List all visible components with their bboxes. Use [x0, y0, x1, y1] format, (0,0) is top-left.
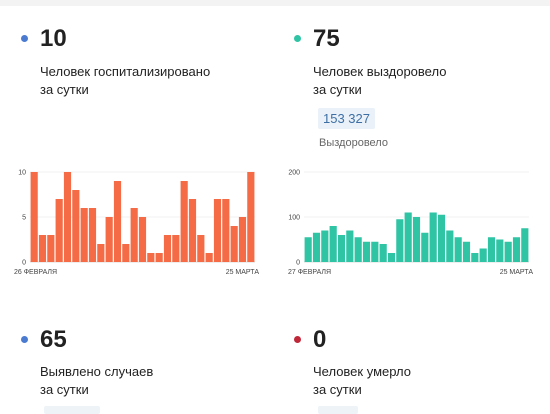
- bar: [247, 172, 255, 262]
- bar: [97, 244, 105, 262]
- y-tick-label: 0: [22, 260, 26, 267]
- x-start-label: 26 ФЕВРАЛЯ: [14, 269, 57, 276]
- cases-dot: [21, 336, 28, 343]
- bar: [130, 208, 138, 262]
- cases-badge: [44, 406, 100, 414]
- bar: [404, 212, 412, 262]
- bar: [238, 217, 247, 262]
- bar: [80, 208, 88, 262]
- y-tick-label: 100: [288, 215, 300, 222]
- deaths-dot: [294, 336, 301, 343]
- cases-label-line1: Выявлено случаев: [40, 364, 154, 379]
- bar: [379, 244, 387, 262]
- bar: [337, 235, 346, 262]
- y-tick-label: 0: [296, 260, 300, 267]
- recovered-total-caption: Выздоровело: [319, 137, 388, 149]
- bar: [362, 241, 371, 262]
- bar: [72, 190, 80, 262]
- bar: [429, 212, 437, 262]
- bar: [197, 235, 205, 262]
- bar: [354, 237, 362, 262]
- bar: [396, 219, 404, 262]
- bar: [437, 214, 446, 262]
- bar: [487, 237, 496, 262]
- bar: [63, 172, 72, 262]
- recovered-label-line1: Человек выздоровело: [313, 64, 447, 79]
- recovered-value: 75: [313, 25, 340, 52]
- bar: [346, 230, 354, 262]
- bar: [412, 217, 421, 262]
- recovered-dot: [294, 35, 301, 42]
- x-end-label: 25 МАРТА: [500, 269, 534, 276]
- bar: [38, 235, 47, 262]
- bar: [105, 217, 113, 262]
- bar: [312, 232, 321, 262]
- deaths-label-line1: Человек умерло: [313, 364, 411, 379]
- recovered-label-line2: за сутки: [313, 82, 362, 97]
- bar: [329, 226, 337, 262]
- bar: [371, 241, 379, 262]
- bar: [163, 235, 172, 262]
- bar: [462, 241, 471, 262]
- recovered-total-badge: 153 327: [318, 108, 375, 129]
- bar: [147, 253, 155, 262]
- y-tick-label: 200: [288, 170, 300, 177]
- bar: [446, 230, 454, 262]
- bar: [188, 199, 197, 262]
- deaths-badge: [318, 406, 358, 414]
- x-start-label: 27 ФЕВРАЛЯ: [288, 269, 331, 276]
- bar: [496, 239, 504, 262]
- deaths-value: 0: [313, 326, 327, 353]
- bar: [138, 217, 147, 262]
- bar: [304, 237, 312, 262]
- bar: [88, 208, 97, 262]
- y-tick-label: 10: [18, 170, 26, 177]
- bar: [512, 237, 521, 262]
- bar: [479, 248, 487, 262]
- bar: [47, 235, 55, 262]
- deaths-label-line2: за сутки: [313, 382, 362, 397]
- cases-value: 65: [40, 326, 67, 353]
- hospitalized-label-line1: Человек госпитализировано: [40, 64, 211, 79]
- bar: [230, 226, 238, 262]
- bar: [113, 181, 122, 262]
- bar: [504, 241, 512, 262]
- recovered-chart: 200 100 0 27 ФЕВРАЛЯ 25 МАРТА: [288, 170, 534, 277]
- bar: [213, 199, 222, 262]
- bar: [454, 237, 462, 262]
- bar: [122, 244, 130, 262]
- bar: [55, 199, 63, 262]
- bar: [421, 232, 429, 262]
- cases-label-line2: за сутки: [40, 382, 89, 397]
- bar: [471, 253, 479, 262]
- bar: [180, 181, 188, 262]
- bar: [521, 228, 529, 262]
- bar: [205, 253, 213, 262]
- hospitalized-dot: [21, 35, 28, 42]
- hospitalized-chart: 10 5 0 26 ФЕВРАЛЯ 25 МАРТА: [14, 170, 260, 277]
- hospitalized-label-line2: за сутки: [40, 82, 89, 97]
- bar: [30, 172, 38, 262]
- bar: [387, 253, 396, 262]
- hospitalized-value: 10: [40, 25, 67, 52]
- bar: [155, 253, 163, 262]
- bar: [222, 199, 230, 262]
- top-bar: [0, 0, 550, 6]
- bar: [321, 230, 329, 262]
- y-tick-label: 5: [22, 215, 26, 222]
- x-end-label: 25 МАРТА: [226, 269, 260, 276]
- bar: [172, 235, 180, 262]
